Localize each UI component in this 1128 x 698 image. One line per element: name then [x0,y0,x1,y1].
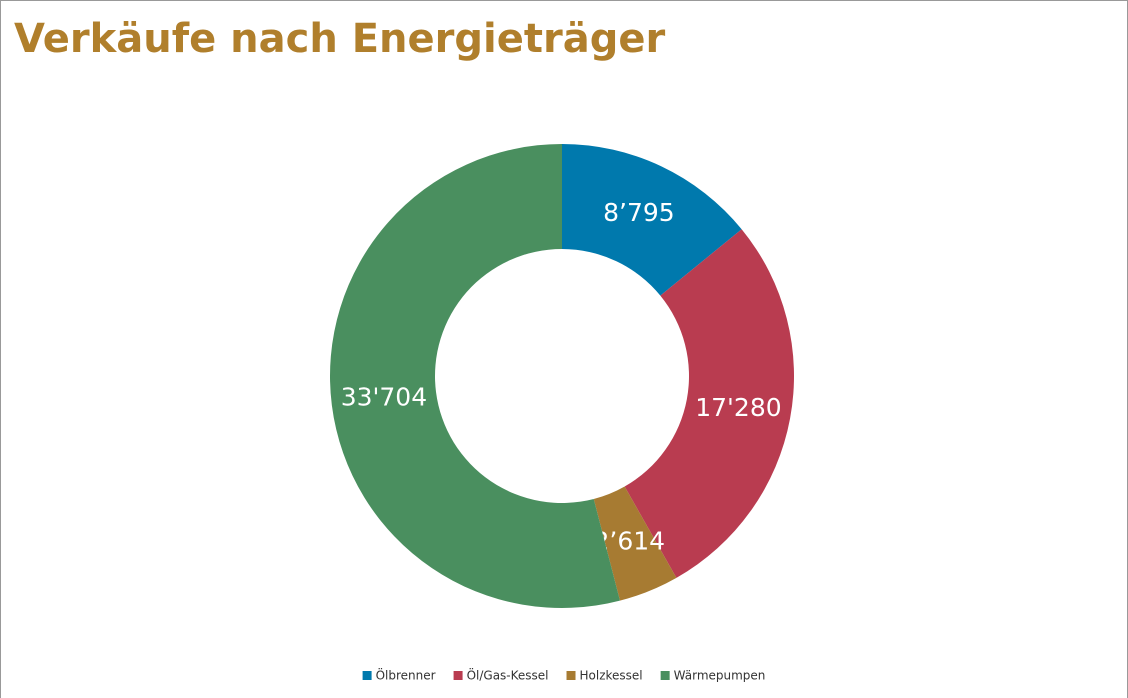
legend-label: Ölbrenner [376,667,436,683]
data-label: 8’795 [603,198,675,227]
donut-segment [562,144,742,296]
donut-segment [330,144,620,608]
data-label: 17'280 [695,393,781,422]
legend: Ölbrenner Öl/Gas-Kessel Holzkessel Wärmepum… [362,667,766,683]
chart-title: Verkäufe nach Energieträger [14,16,665,62]
legend-label: Öl/Gas-Kessel [467,667,549,683]
legend-swatch [660,671,670,680]
legend-label: Holzkessel [580,669,643,683]
donut-segment [593,486,677,601]
legend-swatch [566,671,576,680]
legend-swatch [362,671,372,680]
legend-label: Wärmepumpen [674,669,766,683]
data-label: 33'704 [341,383,427,412]
donut-segment [624,229,794,578]
legend-swatch [453,671,463,680]
